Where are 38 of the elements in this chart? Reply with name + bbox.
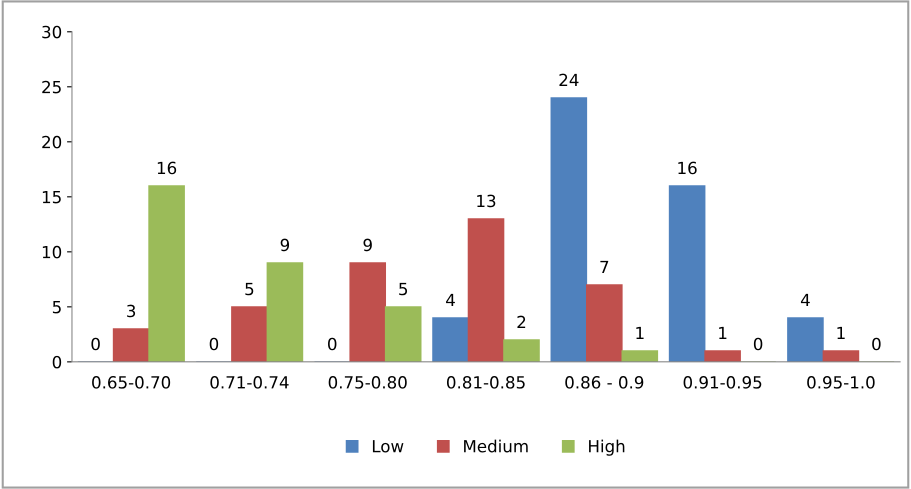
data-label: 9 (280, 238, 290, 252)
data-label: 0 (210, 338, 218, 350)
legend-label: High (589, 440, 624, 456)
data-label: 5 (245, 282, 254, 296)
data-label: 0 (754, 338, 762, 350)
data-label: 3 (127, 304, 136, 318)
y-tick-label: 0 (52, 356, 62, 368)
x-tick-label: 0.81-0.85 (447, 376, 525, 389)
y-tick-label: 30 (42, 26, 62, 38)
data-label: 24 (559, 74, 578, 86)
data-label: 16 (678, 162, 697, 174)
data-label: 0 (328, 338, 336, 350)
x-tick-label: 0.91-0.95 (684, 376, 762, 389)
data-label: 2 (517, 316, 526, 328)
x-tick-label: 0.86 - 0.9 (565, 376, 644, 389)
y-tick-label: 25 (42, 80, 61, 94)
data-label: 0 (91, 338, 100, 350)
data-label: 1 (636, 326, 644, 340)
data-label: 1 (719, 326, 726, 340)
y-tick-label: 15 (42, 191, 61, 204)
y-tick-label: 10 (42, 246, 62, 258)
data-label: 1 (837, 326, 845, 340)
data-label: 0 (872, 338, 881, 350)
data-label: 13 (477, 194, 496, 208)
legend-label: Medium (464, 440, 528, 452)
y-tick-label: 20 (42, 136, 62, 148)
data-label: 16 (158, 162, 176, 174)
y-tick-label: 5 (52, 301, 61, 314)
legend-label: Low (372, 440, 404, 452)
x-tick-label: 0.71-0.74 (210, 376, 289, 389)
data-label: 4 (446, 294, 455, 306)
x-tick-label: 0.95-1.0 (807, 376, 875, 389)
data-label: 4 (800, 294, 810, 306)
data-label: 9 (363, 238, 372, 252)
x-tick-label: 0.75-0.80 (328, 376, 407, 389)
x-tick-label: 0.65-0.70 (92, 376, 170, 389)
data-label: 5 (399, 282, 408, 296)
data-label: 7 (600, 260, 608, 274)
